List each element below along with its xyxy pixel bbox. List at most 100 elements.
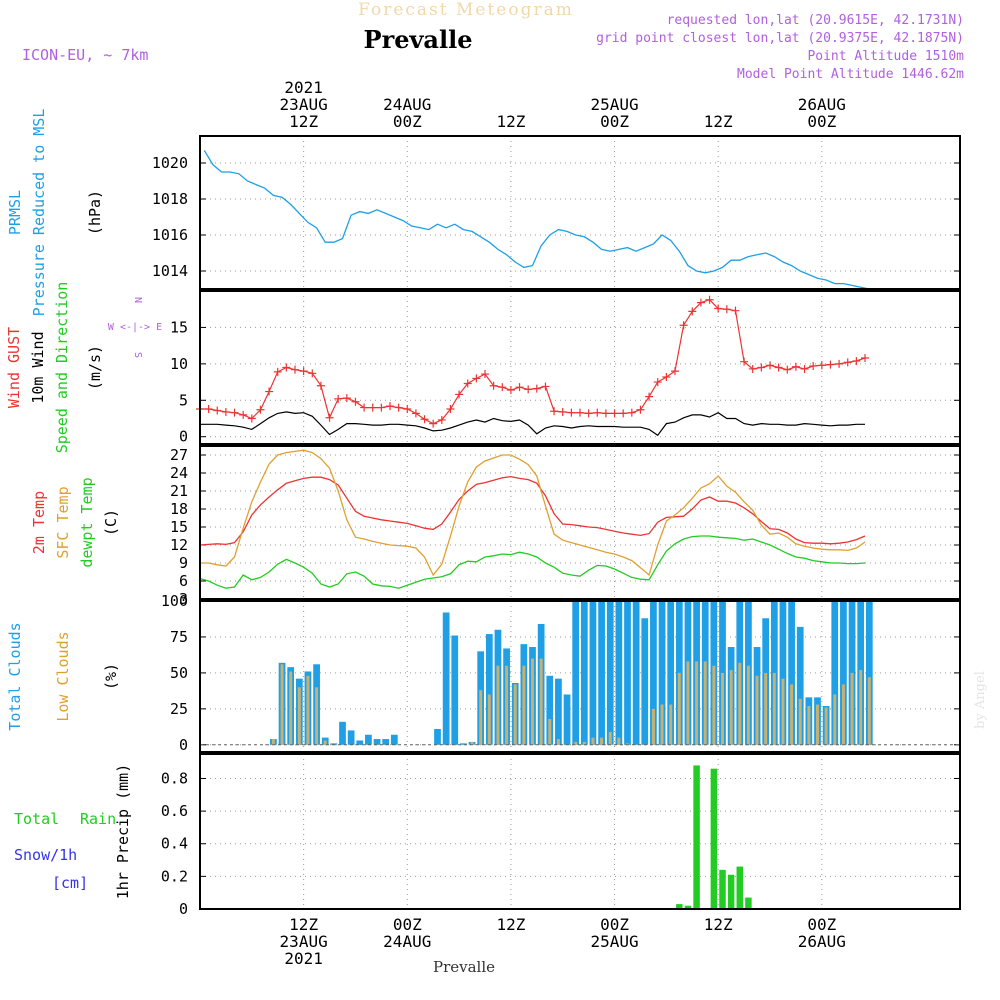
gust-marker	[766, 361, 774, 370]
total-clouds-bar	[451, 635, 459, 745]
time-label: 00Z	[807, 915, 836, 934]
total-clouds-bar	[563, 694, 571, 745]
gust-marker	[826, 360, 835, 369]
point-altitude: Point Altitude 1510m	[807, 49, 964, 64]
y-tick-label: 21	[170, 482, 188, 500]
low-clouds-bar	[289, 671, 293, 745]
wind-panel: 0 5 10 15 Wind GUST 10m Wind Speed and Directi…	[5, 282, 961, 454]
low-clouds-bar	[660, 704, 664, 745]
unit-label: (C)	[102, 509, 120, 536]
total-clouds-bar	[667, 601, 675, 745]
rain-bar	[710, 768, 718, 909]
gust-marker	[843, 358, 852, 367]
total-clouds-bar	[330, 743, 338, 745]
model-point-altitude: Model Point Altitude 1446.62m	[737, 67, 964, 82]
gust-marker	[532, 384, 541, 393]
low-clouds-bar	[487, 694, 491, 745]
y-axis-label: Low Clouds	[54, 631, 72, 721]
gust-marker	[705, 295, 714, 304]
requested-lonlat: requested lon,lat (20.9615E, 42.1731N)	[667, 13, 964, 28]
gust-marker	[809, 362, 818, 371]
total-clouds-bar	[365, 734, 372, 745]
gridpoint-lonlat: grid point closest lon,lat (20.9375E, 42…	[596, 31, 964, 46]
gust-marker	[455, 390, 464, 399]
time-label: 23AUG	[280, 932, 328, 951]
y-tick-label: 15	[170, 518, 188, 536]
time-label: 12Z	[704, 915, 733, 934]
panel-frame	[199, 600, 961, 753]
gust-marker	[593, 408, 602, 417]
low-clouds-bar	[539, 658, 543, 745]
time-label: 26AUG	[798, 95, 846, 114]
gust-marker	[411, 409, 420, 418]
gust-marker	[316, 381, 325, 390]
low-clouds-bar	[790, 684, 794, 745]
low-clouds-bar	[496, 665, 500, 745]
time-label: 24AUG	[383, 932, 431, 951]
time-label: 25AUG	[590, 95, 638, 114]
total-clouds-bar	[840, 601, 847, 745]
low-clouds-bar	[738, 662, 742, 745]
total-clouds-bar	[788, 601, 795, 745]
y-axis-label: 10m Wind	[29, 331, 47, 403]
y-tick-label: 25	[170, 700, 188, 718]
low-clouds-bar	[772, 672, 776, 745]
gust-marker	[584, 409, 593, 418]
time-label: 24AUG	[383, 95, 431, 114]
gust-marker	[282, 363, 291, 372]
total-clouds-bar	[434, 728, 441, 745]
time-label: 00Z	[393, 915, 422, 934]
low-clouds-bar	[315, 687, 319, 745]
time-label: 2021	[284, 949, 323, 968]
total-clouds-bar	[580, 601, 588, 745]
time-label: 00Z	[807, 112, 836, 131]
low-clouds-bar	[686, 661, 690, 745]
y-axis-label: Speed and Direction	[53, 282, 71, 454]
total-clouds-bar	[356, 740, 364, 745]
low-clouds-bar	[807, 705, 811, 745]
total-clouds-bar	[347, 730, 355, 745]
y-tick-label: 100	[161, 592, 188, 610]
gust-marker	[567, 408, 576, 417]
y-tick-label: 0	[179, 428, 188, 446]
total-clouds-bar	[865, 601, 873, 745]
gust-marker	[273, 367, 282, 376]
time-label: 2021	[284, 78, 323, 97]
gust-marker	[403, 405, 412, 414]
total-clouds-bar	[373, 739, 381, 745]
total-clouds-bar	[641, 618, 649, 745]
rain-bar	[684, 905, 692, 909]
time-label: 23AUG	[280, 95, 328, 114]
low-clouds-bar	[626, 743, 629, 745]
low-clouds-bar	[470, 741, 474, 745]
total-clouds-bar	[382, 739, 390, 745]
gust-marker	[817, 361, 826, 370]
model-label: ICON-EU, ~ 7km	[22, 46, 148, 64]
low-clouds-bar	[859, 670, 863, 745]
gust-marker	[481, 370, 489, 379]
rain-bar	[745, 897, 752, 909]
legend-label: Total	[14, 810, 59, 828]
gust-marker	[740, 357, 749, 366]
total-clouds-bar	[460, 743, 467, 745]
time-label: 00Z	[600, 112, 629, 131]
gust-marker	[351, 397, 360, 406]
low-clouds-bar	[522, 665, 526, 745]
low-clouds-bar	[271, 739, 275, 745]
total-clouds-bar	[796, 626, 804, 745]
time-label: 12Z	[704, 112, 733, 131]
y-tick-label: 1018	[152, 190, 188, 208]
total-clouds-bar	[831, 601, 839, 745]
gust-marker	[386, 402, 394, 411]
gust-marker	[291, 365, 299, 374]
y-tick-label: 6	[179, 572, 188, 590]
legend-label: Rain	[80, 810, 116, 828]
unit-label: (%)	[102, 663, 120, 690]
gust-marker	[696, 298, 705, 307]
compass-north: N	[132, 297, 143, 303]
gust-marker	[394, 403, 403, 412]
low-clouds-bar	[582, 741, 586, 745]
total-clouds-bar	[598, 601, 605, 745]
